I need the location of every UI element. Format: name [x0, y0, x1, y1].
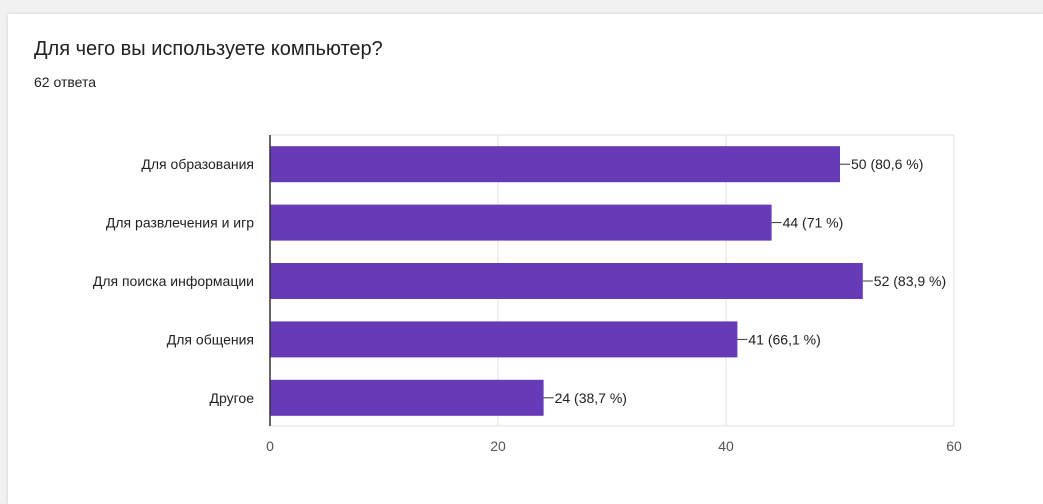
category-label-3: Для поиска информации: [93, 273, 254, 289]
bar-4: [270, 321, 737, 357]
x-tick-label-0: 0: [266, 438, 274, 454]
bar-2: [270, 205, 772, 241]
category-label-4: Для общения: [167, 331, 254, 347]
category-label-1: Для образования: [141, 156, 254, 172]
category-label-5: Другое: [210, 390, 255, 406]
data-label-3: 52 (83,9 %): [874, 273, 946, 289]
bar-1: [270, 146, 840, 182]
data-label-4: 41 (66,1 %): [748, 331, 820, 347]
x-tick-label-60: 60: [946, 438, 962, 454]
x-tick-label-40: 40: [718, 438, 734, 454]
data-label-1: 50 (80,6 %): [851, 156, 923, 172]
data-label-5: 24 (38,7 %): [555, 390, 627, 406]
data-label-2: 44 (71 %): [783, 215, 844, 231]
bar-3: [270, 263, 863, 299]
bar-5: [270, 380, 544, 416]
x-tick-label-20: 20: [490, 438, 506, 454]
category-label-2: Для развлечения и игр: [106, 215, 254, 231]
